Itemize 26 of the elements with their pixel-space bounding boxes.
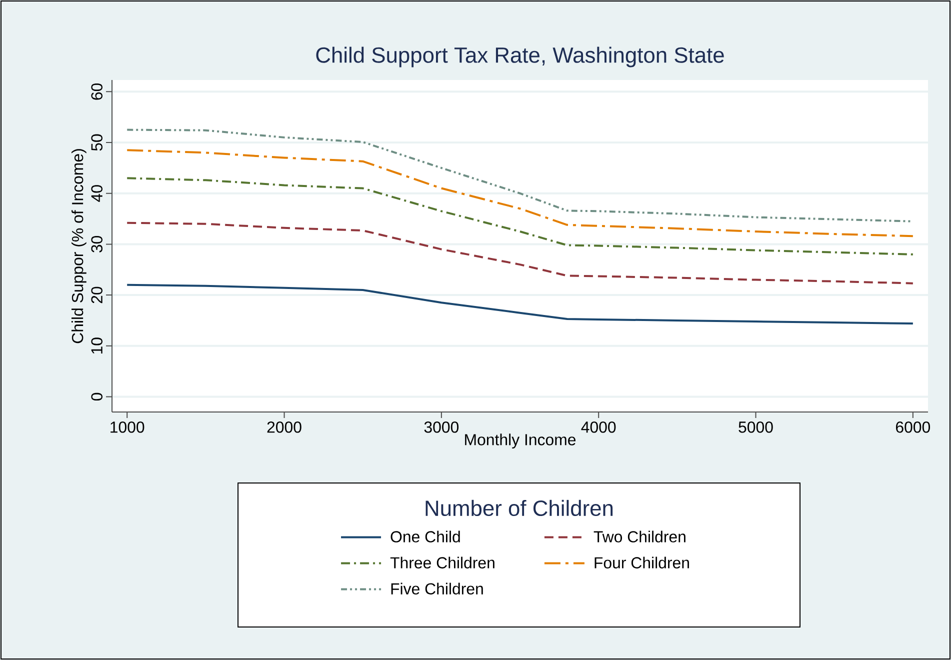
legend-label: Three Children [390,556,494,568]
x-tick-label: 3000 [424,422,459,433]
legend-label: Four Children [594,556,689,568]
x-axis-title: Monthly Income [465,434,576,448]
y-tick-label: 50 [91,134,102,151]
legend-label: Two Children [594,530,686,542]
y-tick-label: 0 [91,392,102,401]
x-tick-label: 2000 [267,422,302,433]
y-tick-label: 60 [91,83,102,100]
y-axis-title: Child Suppor (% of Income) [72,149,86,344]
x-tick-label: 5000 [738,422,773,433]
x-tick-label: 6000 [896,422,930,433]
y-tick-label: 10 [91,338,102,354]
line-series [126,149,914,238]
y-tick-label: 30 [91,236,102,252]
line-series [126,284,914,325]
y-tick-label: 40 [91,185,102,202]
y-tick-label: 20 [91,286,102,304]
legend-label: Five Children [391,582,483,594]
legend-label: One Child [390,530,460,542]
line-series [126,222,914,284]
legend-title: Number of Children [426,500,613,516]
line-series [126,177,914,256]
chart-title: Child Support Tax Rate, Washington State [316,46,724,68]
x-tick-label: 1000 [110,422,144,433]
x-tick-label: 4000 [581,422,616,433]
